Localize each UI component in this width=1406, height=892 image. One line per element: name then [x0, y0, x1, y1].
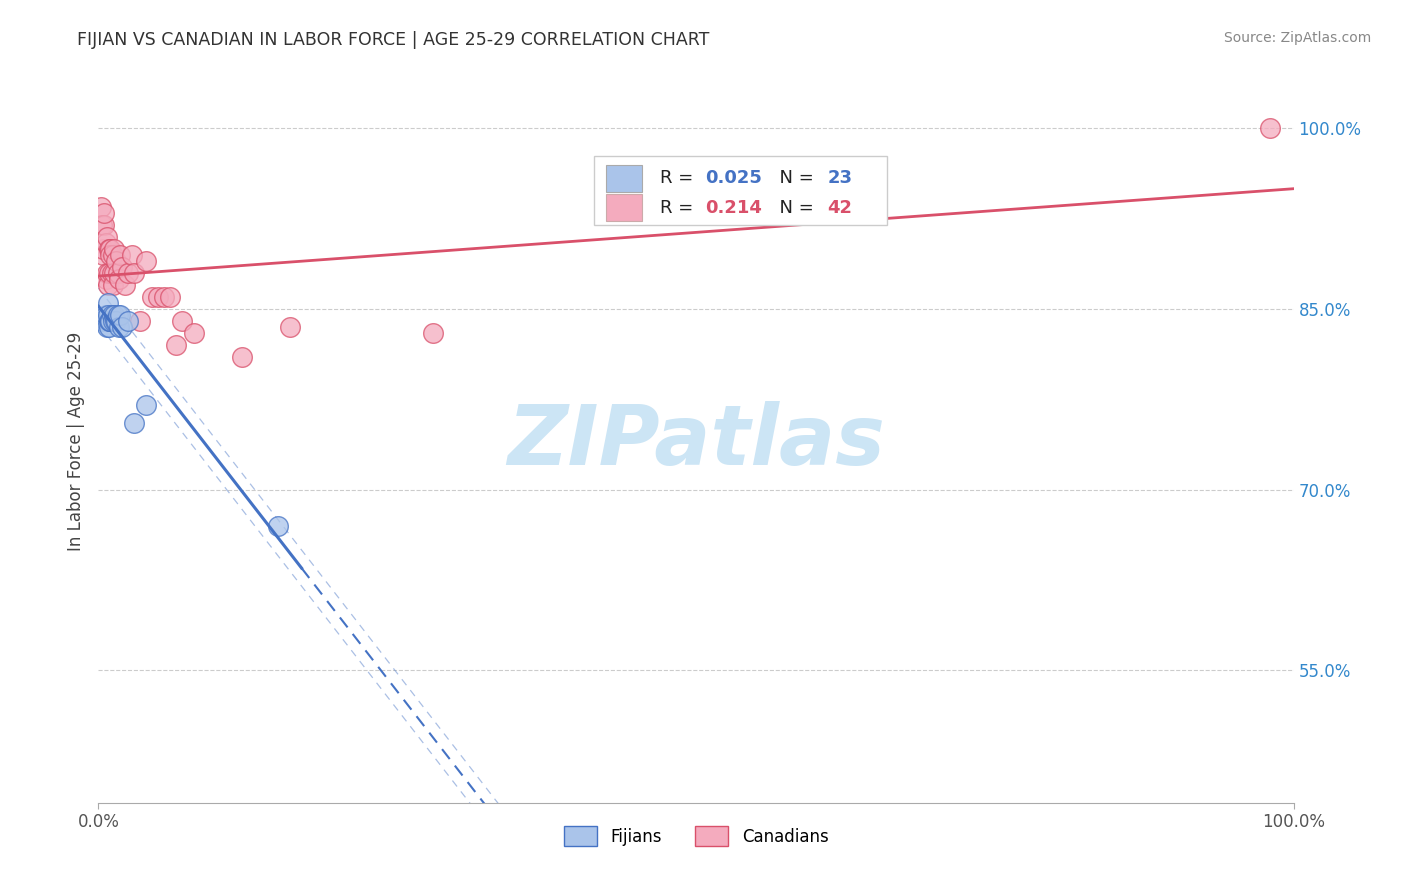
Point: [97, 278, 120, 293]
Point: [278, 320, 301, 334]
Point: [135, 254, 157, 268]
Point: [103, 308, 125, 322]
Point: [141, 290, 163, 304]
Point: [91, 314, 114, 328]
Point: [105, 314, 128, 328]
Text: 0.025: 0.025: [706, 169, 762, 186]
Point: [98, 314, 121, 328]
Point: [98, 242, 121, 256]
Point: [100, 266, 122, 280]
Point: [93, 218, 115, 232]
Point: [183, 326, 205, 341]
Point: [94, 235, 117, 250]
Point: [91, 248, 114, 262]
Text: Source: ZipAtlas.com: Source: ZipAtlas.com: [1223, 31, 1371, 45]
Point: [94, 272, 117, 286]
Point: [231, 350, 253, 364]
Point: [153, 290, 176, 304]
FancyBboxPatch shape: [606, 165, 643, 193]
Point: [96, 320, 118, 334]
Text: N =: N =: [768, 169, 820, 186]
Point: [101, 314, 124, 328]
Point: [103, 242, 125, 256]
Point: [159, 290, 181, 304]
Point: [107, 266, 129, 280]
Point: [103, 266, 125, 280]
Point: [97, 296, 120, 310]
Point: [104, 314, 127, 328]
Point: [114, 278, 136, 293]
Point: [91, 242, 114, 256]
Point: [101, 278, 124, 293]
Point: [100, 308, 122, 322]
Point: [98, 320, 121, 334]
Point: [108, 308, 131, 322]
Point: [91, 218, 114, 232]
Point: [172, 314, 194, 328]
Text: 42: 42: [827, 199, 852, 217]
Point: [124, 417, 146, 431]
Point: [121, 248, 143, 262]
Point: [96, 230, 118, 244]
Point: [94, 314, 117, 328]
Point: [117, 266, 139, 280]
Text: 23: 23: [827, 169, 852, 186]
Point: [124, 266, 146, 280]
Point: [135, 398, 157, 412]
Legend: Fijians, Canadians: Fijians, Canadians: [557, 820, 835, 852]
Point: [105, 254, 128, 268]
Point: [107, 320, 129, 334]
Text: N =: N =: [768, 199, 820, 217]
Text: FIJIAN VS CANADIAN IN LABOR FORCE | AGE 25-29 CORRELATION CHART: FIJIAN VS CANADIAN IN LABOR FORCE | AGE …: [77, 31, 710, 49]
Point: [108, 248, 131, 262]
Y-axis label: In Labor Force | Age 25-29: In Labor Force | Age 25-29: [66, 332, 84, 551]
Point: [94, 308, 117, 322]
Point: [101, 248, 124, 262]
Text: ZIPatlas: ZIPatlas: [508, 401, 884, 482]
FancyBboxPatch shape: [606, 194, 643, 221]
Point: [98, 266, 121, 280]
Point: [267, 519, 290, 533]
Point: [98, 314, 122, 328]
Point: [96, 266, 118, 280]
Text: R =: R =: [661, 169, 699, 186]
Point: [98, 248, 122, 262]
Point: [129, 314, 152, 328]
Point: [111, 260, 134, 274]
Text: 0.214: 0.214: [706, 199, 762, 217]
Point: [148, 290, 170, 304]
FancyBboxPatch shape: [595, 156, 887, 225]
Point: [422, 326, 444, 341]
Point: [98, 242, 122, 256]
Point: [1258, 121, 1281, 136]
Point: [98, 314, 122, 328]
Text: R =: R =: [661, 199, 699, 217]
Point: [117, 314, 139, 328]
Point: [165, 338, 187, 352]
Point: [93, 205, 115, 219]
Point: [107, 272, 129, 286]
Point: [90, 200, 112, 214]
Point: [97, 308, 120, 322]
Point: [107, 308, 129, 322]
Point: [111, 320, 134, 334]
